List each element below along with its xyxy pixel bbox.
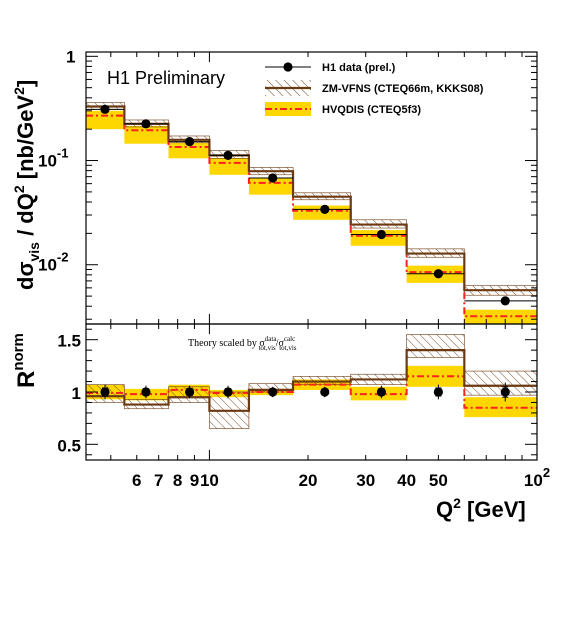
x-tick-label-base: 50 bbox=[429, 471, 448, 490]
hvqdis-band-bin bbox=[124, 125, 169, 144]
data-point bbox=[185, 387, 195, 397]
ratio-note-sub1: tot,vis bbox=[258, 344, 276, 352]
x-tick-label-base: 9 bbox=[190, 471, 199, 490]
hvqdis-band-bin bbox=[209, 158, 249, 175]
data-point bbox=[223, 150, 233, 160]
hvqdis-band-bin bbox=[86, 110, 125, 130]
x-tick-label-base: 30 bbox=[356, 471, 375, 490]
data-point bbox=[433, 269, 443, 279]
data-point bbox=[500, 387, 510, 397]
data-point bbox=[268, 387, 278, 397]
ratio-note-mid: /σ bbox=[276, 338, 285, 349]
zmvfns-band-bin bbox=[406, 334, 465, 358]
hvqdis-central-line bbox=[86, 375, 537, 409]
top-panel: 110-110-2 bbox=[38, 47, 538, 325]
y-tick-label-base: 10 bbox=[38, 152, 57, 171]
y-tick-label: 1.5 bbox=[57, 332, 81, 351]
ratio-panel: 1.510.56 7 8 9 10 20 30 40 50 102 bbox=[57, 323, 550, 490]
legend-label: H1 data (prel.) bbox=[322, 62, 396, 74]
x-tick-label: 9 bbox=[190, 471, 199, 490]
data-point bbox=[100, 387, 110, 397]
x-tick-label: 7 bbox=[154, 471, 163, 490]
data-point bbox=[376, 229, 387, 240]
x-tick-label-base: 7 bbox=[154, 471, 163, 490]
ratio-ylabel: Rnorm bbox=[10, 333, 40, 388]
legend-label: HVQDIS (CTEQ5f3) bbox=[322, 104, 421, 116]
data-point bbox=[320, 387, 330, 397]
x-tick-label-sup: 2 bbox=[543, 465, 550, 480]
legend-data-marker bbox=[283, 62, 293, 72]
axis-labels: H1 Preliminary Theory scaled by σdata tot… bbox=[10, 68, 526, 522]
top-ylabel-close: ] bbox=[13, 80, 38, 87]
top-ylabel-sup: 2 bbox=[11, 185, 27, 193]
y-tick-label-sup: -2 bbox=[57, 250, 69, 265]
top-ylabel-rest: / dQ bbox=[13, 193, 38, 242]
top-ylabel-sub: vis bbox=[26, 242, 42, 262]
top-ylabel-unit: [nb/GeV bbox=[13, 95, 38, 186]
data-point bbox=[320, 204, 330, 214]
data-point bbox=[376, 387, 387, 397]
top-annotation: H1 Preliminary bbox=[107, 68, 225, 88]
data-point bbox=[223, 387, 233, 397]
top-ylabel-main: dσ bbox=[13, 262, 38, 291]
y-tick-label-base: 10 bbox=[38, 256, 57, 275]
y-tick-label-base: 1 bbox=[66, 47, 75, 66]
xlabel-sup: 2 bbox=[453, 495, 461, 511]
x-tick-label: 20 bbox=[299, 471, 318, 490]
y-tick-label: 10-2 bbox=[38, 250, 68, 275]
ratio-note-sup1: data bbox=[265, 335, 278, 343]
data-point bbox=[433, 387, 443, 397]
xlabel-unit: [GeV] bbox=[461, 497, 526, 522]
y-tick-label: 1 bbox=[66, 47, 75, 66]
y-tick-label: 0.5 bbox=[57, 436, 81, 455]
ratio-ylabel-sup: norm bbox=[10, 333, 27, 371]
ratio-note: Theory scaled by σdata tot,vis/σcalc tot,v… bbox=[188, 335, 297, 352]
x-tick-label: 30 bbox=[356, 471, 375, 490]
zmvfns-band-bin bbox=[464, 370, 538, 396]
data-point bbox=[185, 136, 195, 147]
legend: H1 data (prel.) ZM-VFNS (CTEQ66m, KKKS08)… bbox=[265, 62, 484, 116]
hvqdis-central-line bbox=[86, 114, 537, 318]
x-tick-label: 50 bbox=[429, 471, 448, 490]
x-tick-label-base: 8 bbox=[173, 471, 182, 490]
xlabel-main: Q bbox=[436, 497, 453, 522]
x-tick-label-base: 6 bbox=[132, 471, 141, 490]
data-point bbox=[141, 387, 151, 397]
y-tick-label-sup: -1 bbox=[57, 146, 69, 161]
legend-label: ZM-VFNS (CTEQ66m, KKKS08) bbox=[322, 83, 484, 95]
x-tick-label-base: 10 bbox=[200, 471, 219, 490]
y-tick-label: 10-1 bbox=[38, 146, 68, 171]
x-tick-label: 8 bbox=[173, 471, 182, 490]
xlabel: Q2 [GeV] bbox=[436, 495, 526, 522]
data-point bbox=[500, 296, 510, 306]
legend-hvqdis-band bbox=[265, 102, 311, 116]
data-point bbox=[141, 119, 151, 129]
x-tick-label-base: 20 bbox=[299, 471, 318, 490]
y-tick-label: 1 bbox=[72, 384, 81, 403]
x-tick-label: 6 bbox=[132, 471, 141, 490]
ratio-note-sup2: calc bbox=[284, 335, 295, 343]
ratio-ylabel-main: R bbox=[13, 371, 40, 388]
ratio-note-sub2: tot,vis bbox=[279, 344, 297, 352]
data-point bbox=[100, 104, 110, 114]
top-ylabel-unit-sup: 2 bbox=[11, 87, 27, 95]
x-tick-label-base: 40 bbox=[397, 471, 416, 490]
x-tick-label-base: 10 bbox=[524, 471, 543, 490]
top-ylabel: dσvis / dQ2 [nb/GeV2] bbox=[11, 80, 42, 290]
data-point bbox=[268, 173, 278, 183]
x-tick-label: 102 bbox=[524, 465, 550, 490]
ratio-note-pre: Theory scaled by σ bbox=[188, 338, 265, 349]
x-tick-label: 40 bbox=[397, 471, 416, 490]
hvqdis-band-bin bbox=[464, 397, 537, 418]
x-tick-label: 10 bbox=[200, 471, 219, 490]
